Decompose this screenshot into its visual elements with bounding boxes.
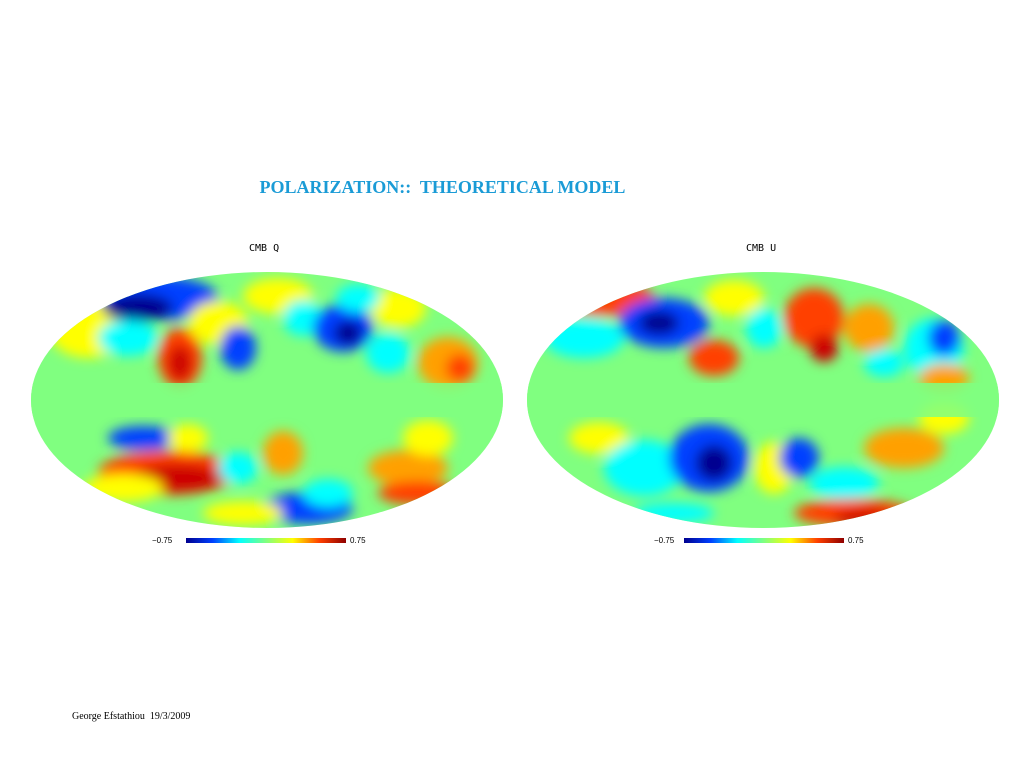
footer-credit: George Efstathiou 19/3/2009: [72, 711, 191, 722]
slide-title: POLARIZATION:: THEORETICAL MODEL: [259, 177, 626, 197]
map-title-u: CMB U: [746, 243, 777, 254]
colorbar-q: [186, 538, 346, 543]
colorbar-min-q: −0.75: [152, 536, 173, 545]
cmb-q-map: [31, 272, 503, 528]
cmb-u-map: [527, 272, 999, 528]
map-title-q: CMB Q: [249, 243, 280, 254]
colorbar-max-q: 0.75: [350, 536, 366, 545]
colorbar-max-u: 0.75: [848, 536, 864, 545]
colorbar-min-u: −0.75: [654, 536, 675, 545]
colorbar-u: [684, 538, 844, 543]
